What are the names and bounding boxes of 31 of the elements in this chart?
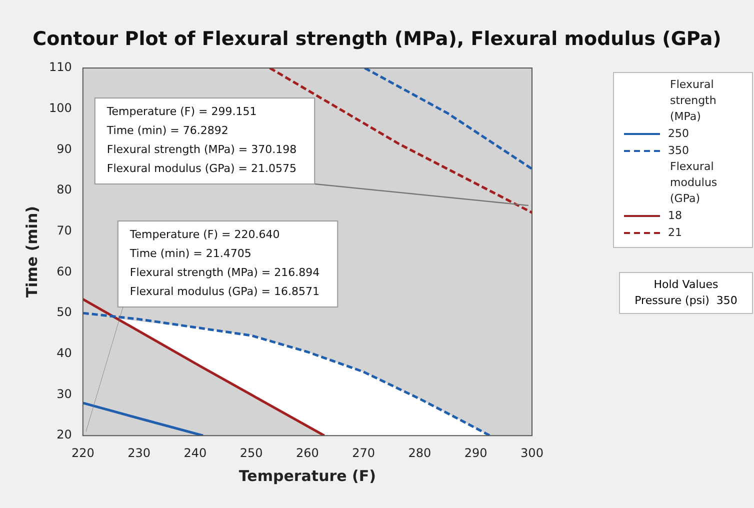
legend-label: 250 — [668, 127, 689, 140]
x-axis-title: Temperature (F) — [238, 466, 376, 485]
y-tick-label: 90 — [56, 142, 72, 156]
legend-label: 21 — [668, 226, 682, 239]
x-tick-label: 270 — [352, 446, 376, 460]
x-tick-label: 220 — [71, 446, 94, 460]
x-tick-label: 230 — [128, 446, 150, 460]
text: Flexural modulus (GPa) — [670, 159, 718, 207]
legend-title: Flexural strength (MPa) — [670, 77, 718, 125]
x-tick-label: 280 — [408, 446, 432, 460]
y-tick-label: 70 — [56, 224, 72, 238]
y-tick-label: 110 — [49, 60, 72, 74]
x-tick-label: 250 — [240, 446, 263, 460]
x-tick-label: 260 — [296, 446, 319, 460]
chart-title: Contour Plot of Flexural strength (MPa), Flexural modulus (GPa) — [32, 28, 722, 50]
text: Hold Values Pressure (psi) 350 — [619, 272, 753, 314]
annotation: Temperature (F) = 299.151 Time (min) = 76.2892 Flexural strength (MPa) = 370.198 Flexural modulus (GPa) = 21.0575 — [106, 104, 297, 175]
legend-label: 350 — [668, 144, 689, 157]
y-tick-label: 30 — [56, 386, 72, 401]
x-tick-label: 290 — [464, 446, 488, 460]
legend-label: 18 — [668, 209, 682, 222]
x-tick-label: 240 — [184, 446, 207, 460]
annotation: Temperature (F) = 220.640 Time (min) = 21.4705 Flexural strength (MPa) = 216.894 Flexural modulus (GPa) = 16.8571 — [128, 228, 320, 298]
y-axis-title: Time (min) — [22, 206, 41, 298]
y-tick-label: 100 — [49, 100, 72, 115]
y-tick-label: 20 — [56, 428, 72, 442]
y-tick-label: 80 — [56, 182, 72, 197]
y-tick-label: 60 — [56, 264, 72, 278]
y-tick-label: 40 — [56, 346, 72, 360]
y-tick-label: 50 — [56, 305, 72, 320]
x-tick-label: 300 — [520, 446, 544, 460]
